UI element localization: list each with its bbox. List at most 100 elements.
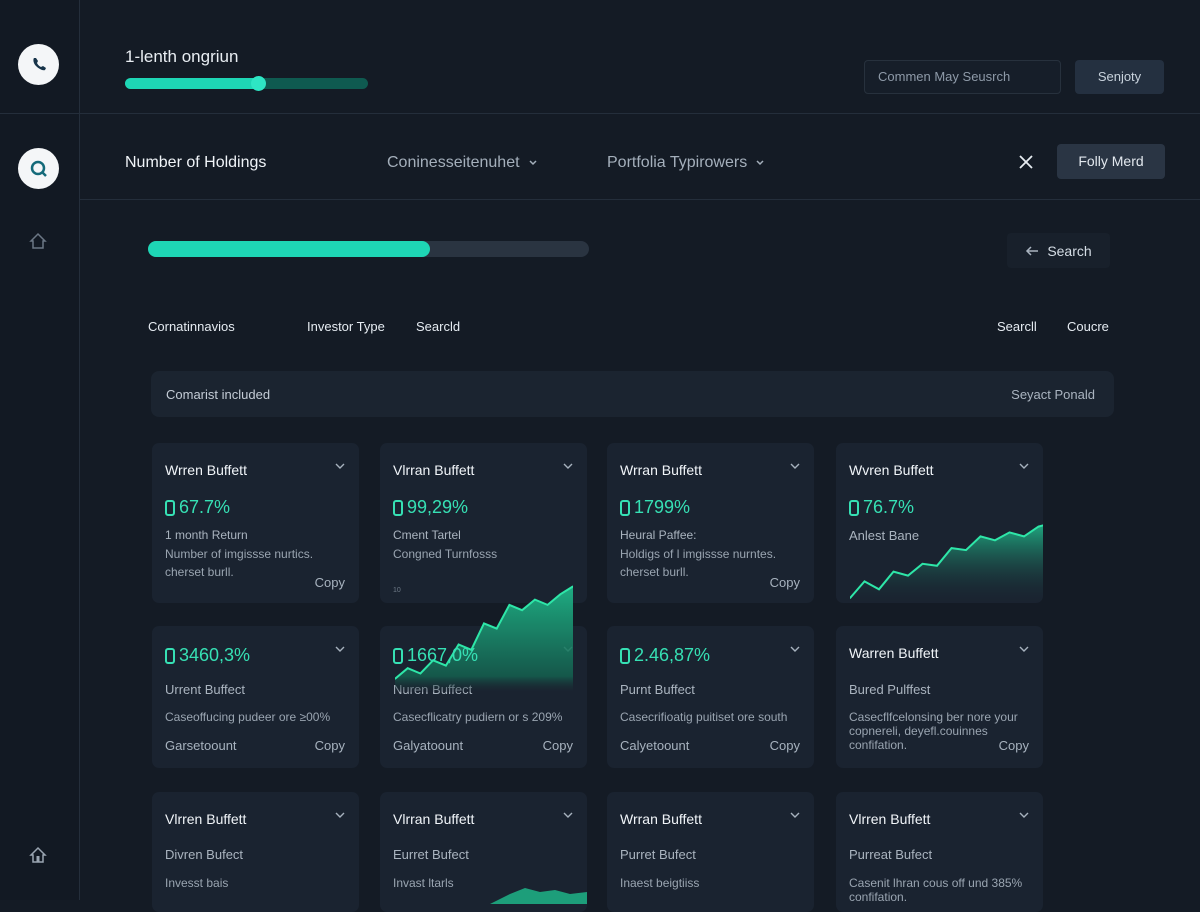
data-point	[850, 597, 851, 599]
tab-searcld[interactable]: Searcld	[416, 319, 461, 334]
card-line: Cment Tartel	[393, 528, 461, 542]
phone-icon-button[interactable]	[18, 44, 59, 85]
dropdown-1[interactable]: Coninesseitenuhet	[387, 154, 538, 172]
card-line: Urrent Buffect	[165, 682, 245, 697]
data-point	[406, 667, 409, 670]
data-point	[572, 585, 573, 588]
card-value-text: 76.7%	[863, 497, 915, 517]
dropdown-2-label: Portfolia Typirowers	[607, 154, 748, 171]
chevron-down-icon[interactable]	[334, 809, 346, 821]
filter-title: Number of Holdings	[125, 154, 267, 171]
primary-button[interactable]: Folly Merd	[1057, 144, 1165, 179]
data-point	[395, 678, 396, 680]
data-point	[521, 609, 523, 611]
chevron-down-icon[interactable]	[334, 460, 346, 472]
card-line: Purreat Bufect	[849, 847, 933, 862]
chevron-down-icon[interactable]	[789, 643, 801, 655]
close-button[interactable]	[1015, 151, 1037, 173]
card-title: Vlrran Buffett	[393, 811, 475, 827]
chevron-down-icon[interactable]	[1018, 643, 1030, 655]
data-point	[419, 672, 422, 675]
chevron-down-icon[interactable]	[562, 460, 574, 472]
arrow-left-icon	[1026, 245, 1039, 256]
close-icon	[1019, 155, 1033, 169]
copy-button[interactable]: Copy	[542, 738, 573, 753]
data-point	[432, 659, 434, 662]
holding-card[interactable]: Vlrren Buffett Purreat Bufect Casenit lh…	[836, 792, 1043, 912]
holding-card[interactable]: Vlrran Buffett 99,29% Cment Tartel Congn…	[380, 443, 587, 603]
card-value: 1799%	[620, 497, 690, 518]
holding-card[interactable]: Wrran Buffett 1799% Heural Paffee: Holdi…	[607, 443, 814, 603]
header-progress-slider[interactable]	[125, 76, 368, 91]
area-chart	[850, 524, 1043, 603]
card-value-text: 1799%	[634, 497, 691, 517]
main-progress-bar	[148, 241, 589, 257]
card-line: Casecflicatry pudiern or s 209%	[393, 710, 563, 724]
search-input[interactable]: Commen May Seusrch	[864, 60, 1061, 94]
card-line: Invesst bais	[165, 876, 229, 890]
holding-card[interactable]: 3460,3% Urrent Buffect Caseoffucing pude…	[152, 626, 359, 768]
card-title: Wrren Buffett	[165, 462, 247, 478]
dropdown-1-label: Coninesseitenuhet	[387, 154, 520, 171]
strip-right-link[interactable]: Seyact Ponald	[1011, 387, 1095, 402]
chevron-down-icon[interactable]	[334, 643, 346, 655]
slider-handle[interactable]	[250, 76, 266, 91]
copy-button[interactable]: Copy	[314, 575, 345, 590]
card-title: Wrran Buffett	[620, 811, 702, 827]
data-point	[936, 564, 938, 567]
card-line: confifation.	[849, 738, 908, 752]
chevron-down-icon[interactable]	[1018, 809, 1030, 821]
card-line: copnereli, deyefl.couinnes	[849, 724, 988, 738]
card-line: Casecrifioatig puitiset ore south	[620, 710, 788, 724]
copy-button[interactable]: Copy	[998, 738, 1029, 753]
holding-card[interactable]: Warren Buffett Bured Pulffest Casecflfce…	[836, 626, 1043, 768]
home-icon	[29, 846, 47, 863]
dropdown-2[interactable]: Portfolia Typirowers	[607, 154, 765, 172]
tab-cornatinnavios[interactable]: Cornatinnavios	[148, 319, 235, 334]
card-value-text: 3460,3%	[179, 645, 251, 665]
card-line: Purnt Buffect	[620, 682, 695, 697]
holding-card[interactable]: Wrran Buffett Purret Bufect Inaest beigt…	[607, 792, 814, 912]
data-point	[950, 547, 953, 549]
copy-button[interactable]: Copy	[314, 738, 345, 753]
chevron-down-icon[interactable]	[789, 460, 801, 472]
filter-bar: Number of Holdings Coninesseitenuhet Por…	[80, 114, 1200, 200]
data-point	[445, 664, 447, 667]
data-point	[994, 539, 996, 542]
search-button[interactable]: Search	[1007, 233, 1110, 268]
sidebar	[0, 0, 80, 900]
copy-button[interactable]: Copy	[769, 738, 800, 753]
holding-card[interactable]: Wvren Buffett 76.7% Anlest Bane	[836, 443, 1043, 603]
card-title: Vlrren Buffett	[165, 811, 247, 827]
card-title: Wvren Buffett	[849, 462, 934, 478]
sidebar-item-home[interactable]	[27, 230, 49, 252]
tab-coucre[interactable]: Coucre	[1067, 319, 1109, 334]
card-value: 2.46,87%	[620, 645, 710, 666]
chevron-down-icon[interactable]	[1018, 460, 1030, 472]
badge-icon	[165, 499, 175, 516]
badge-icon	[393, 647, 403, 664]
chevron-down-icon[interactable]	[562, 809, 574, 821]
search-icon-button[interactable]	[18, 148, 59, 189]
phone-icon	[32, 57, 46, 70]
holding-card[interactable]: Vlrran Buffett Eurret Bufect Invast ltar…	[380, 792, 587, 912]
holding-card[interactable]: Vlrren Buffett Divren Bufect Invesst bai…	[152, 792, 359, 912]
header-button[interactable]: Senjoty	[1075, 60, 1164, 94]
chevron-down-icon	[529, 160, 537, 166]
chevron-down-icon[interactable]	[789, 809, 801, 821]
card-line: Bured Pulffest	[849, 682, 931, 697]
tab-searcll[interactable]: Searcll	[997, 319, 1037, 334]
copy-button[interactable]: Copy	[769, 575, 800, 590]
data-point	[495, 627, 498, 630]
holding-card[interactable]: Wrren Buffett 67.7% 1 month Return Numbe…	[152, 443, 359, 603]
holding-card[interactable]: 2.46,87% Purnt Buffect Casecrifioatig pu…	[607, 626, 814, 768]
mini-area-chart	[490, 888, 587, 904]
card-title: Vlrren Buffett	[849, 811, 931, 827]
card-value: 1667,0%	[393, 645, 478, 666]
card-line: Heural Paffee:	[620, 528, 697, 542]
tab-investor-type[interactable]: Investor Type	[307, 319, 385, 334]
sidebar-item-home-bottom[interactable]	[27, 844, 49, 866]
card-line: Eurret Bufect	[393, 847, 469, 862]
data-point	[1023, 535, 1025, 538]
card-line: Anlest Bane	[849, 528, 920, 543]
